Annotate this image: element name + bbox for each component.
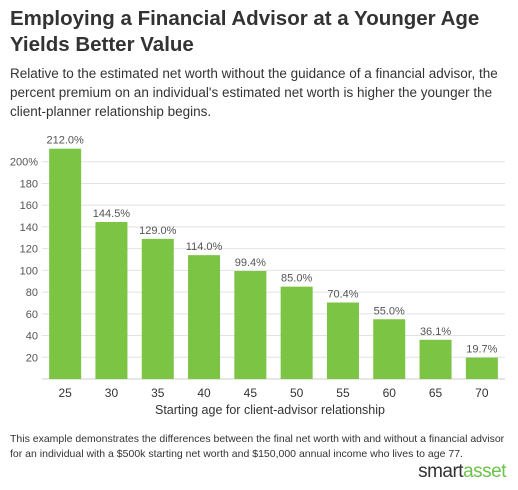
bar (49, 148, 82, 379)
x-tick-label: 50 (290, 386, 304, 400)
data-label: 99.4% (235, 257, 266, 269)
y-tick-label: 160 (20, 200, 38, 212)
y-tick-label: 180 (20, 178, 38, 190)
data-label: 36.1% (420, 326, 451, 338)
bar (326, 302, 359, 379)
data-label: 85.0% (281, 273, 312, 285)
data-label: 19.7% (466, 344, 497, 356)
bar (234, 271, 267, 379)
smartasset-logo: smartasset (418, 461, 506, 483)
x-axis-label: Starting age for client-advisor relation… (155, 403, 385, 417)
bar (465, 357, 498, 379)
y-tick-label: 80 (26, 287, 38, 299)
data-label: 70.4% (327, 289, 358, 301)
data-label: 129.0% (139, 225, 177, 237)
chart-subtitle: Relative to the estimated net worth with… (10, 66, 498, 119)
y-tick-label: 40 (26, 331, 38, 343)
data-label: 144.5% (93, 208, 131, 220)
brand-part-2: asset (463, 461, 506, 482)
y-tick-label: 120 (20, 244, 38, 256)
data-label: 212.0% (46, 135, 84, 147)
data-label: 55.0% (374, 305, 405, 317)
y-axis-ticks: 20 40 60 80 100 120 140 160 180 200% (10, 157, 38, 365)
bars (49, 148, 498, 379)
x-tick-label: 45 (244, 386, 258, 400)
x-tick-label: 30 (105, 386, 119, 400)
bar (95, 222, 128, 379)
bar (280, 286, 313, 379)
footnote: This example demonstrates the difference… (10, 433, 505, 460)
x-tick-label: 40 (197, 386, 211, 400)
y-tick-label: 140 (20, 222, 38, 234)
x-tick-label: 55 (336, 386, 350, 400)
x-tick-label: 65 (429, 386, 443, 400)
bar (141, 238, 174, 379)
bar (419, 339, 452, 379)
brand-part-1: smart (418, 461, 464, 482)
x-tick-label: 25 (58, 386, 72, 400)
y-tick-label: 60 (26, 309, 38, 321)
data-labels: 212.0% 144.5% 129.0% 114.0% 99.4% 85.0% 70.4% 5… (46, 135, 497, 356)
y-tick-label: 20 (26, 352, 38, 364)
chart-title: Employing a Financial Advisor at a Young… (10, 7, 480, 56)
data-label: 114.0% (186, 241, 223, 253)
y-tick-label: 100 (20, 265, 38, 277)
x-tick-label: 35 (151, 386, 165, 400)
bar (188, 255, 221, 379)
y-tick-label: 200% (10, 157, 38, 169)
x-axis-ticks: 25 30 35 40 45 50 55 60 65 70 (58, 386, 488, 400)
bar (373, 319, 406, 379)
x-tick-label: 60 (383, 386, 397, 400)
x-tick-label: 70 (475, 386, 489, 400)
bar-chart: 20 40 60 80 100 120 140 160 180 200% 212.0% 144.5%… (10, 135, 505, 417)
